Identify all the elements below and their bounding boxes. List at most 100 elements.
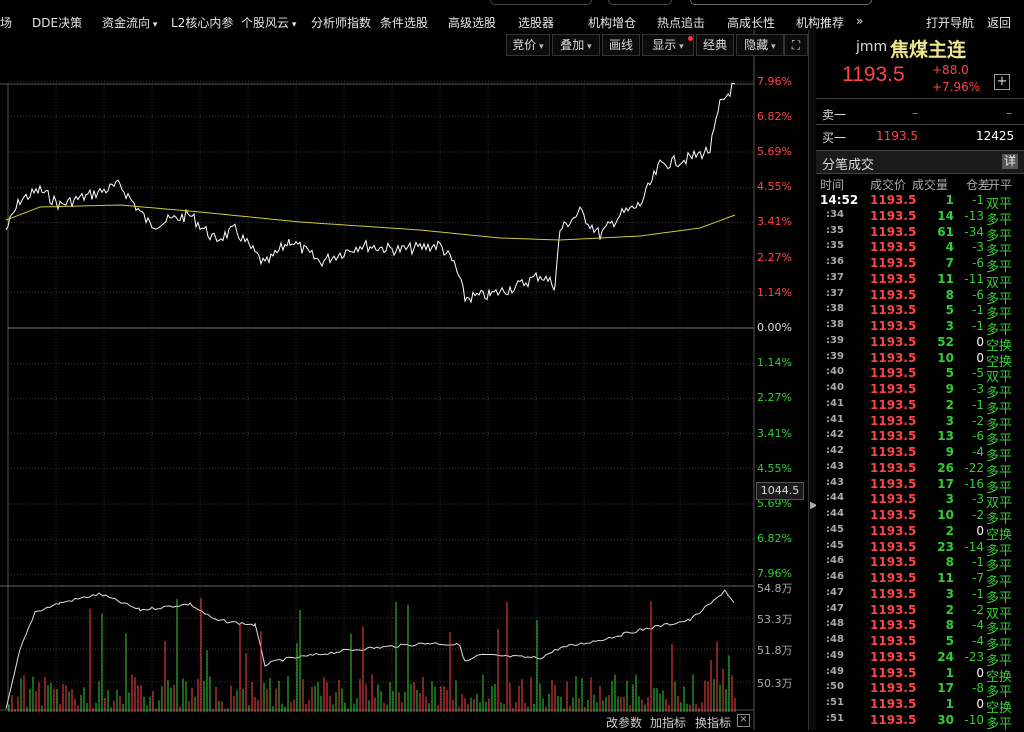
toolbar-3[interactable]: 显示: [642, 34, 694, 56]
tick-time: :47: [826, 602, 844, 614]
tick-oi-change: -10: [964, 712, 984, 727]
toolbar-2[interactable]: 画线: [602, 34, 640, 56]
average-price-line: [5, 204, 736, 241]
tick-row: :39 1193.5 52 0 空换: [816, 335, 1024, 354]
tick-volume: 7: [945, 256, 954, 270]
tick-oi-change: -13: [964, 208, 984, 223]
tick-row: :47 1193.5 2 -2 双平: [816, 602, 1024, 622]
nav-item-8[interactable]: 选股器: [518, 16, 555, 30]
tick-volume: 24: [937, 649, 954, 664]
back-button[interactable]: 返回: [987, 16, 1012, 30]
y-label-down-5: 6.82%: [757, 532, 792, 546]
tick-row: :45 1193.5 2 0 空换: [816, 524, 1024, 543]
tick-type: 多平: [986, 716, 1013, 732]
tick-time: :34: [826, 208, 844, 220]
nav-item-12[interactable]: 机构推荐: [796, 16, 845, 30]
expand-icon[interactable]: ⛶: [784, 34, 808, 56]
tick-oi-change: -1: [972, 319, 984, 333]
tick-oi-change: -6: [972, 287, 984, 302]
nav-item-11[interactable]: 高成长性: [727, 16, 776, 30]
tick-volume: 10: [937, 350, 954, 365]
tick-time: :42: [826, 429, 844, 441]
nav-item-9[interactable]: 机构增仓: [588, 16, 637, 30]
tick-volume: 3: [945, 413, 954, 428]
nav-item-3[interactable]: L2核心内参: [171, 16, 234, 30]
tick-row: :51 1193.5 1 0 空换: [816, 697, 1024, 716]
nav-item-1[interactable]: DDE决策: [32, 16, 83, 30]
nav-item-4[interactable]: 个股风云: [241, 14, 296, 31]
intraday-chart[interactable]: [0, 30, 808, 730]
tick-price: 1193.5: [870, 460, 917, 475]
tick-volume: 61: [937, 224, 954, 239]
tick-volume: 23: [937, 539, 954, 554]
y-label-down-6: 7.96%: [757, 567, 792, 581]
toolbar-5[interactable]: 隐藏: [736, 34, 784, 56]
tick-price: 1193.5: [870, 571, 917, 585]
y-label-up-6: 1.14%: [757, 285, 792, 299]
plus-icon[interactable]: +: [994, 74, 1010, 90]
price-line: [5, 82, 736, 304]
tick-oi-change: -22: [964, 460, 984, 475]
sell1-volume: –: [1006, 106, 1012, 120]
tick-volume: 14: [937, 208, 954, 223]
tick-time: :46: [826, 571, 844, 582]
volume-label-0: 54.8万: [757, 582, 793, 595]
indicator-btn-2[interactable]: 换指标: [695, 716, 732, 730]
input-tab[interactable]: [690, 0, 872, 5]
nav-item-5[interactable]: 分析师指数: [311, 16, 372, 30]
tick-time: :40: [826, 366, 844, 378]
tick-time: :41: [826, 413, 844, 425]
detail-button[interactable]: 详: [1002, 154, 1018, 169]
y-label-down-2: 3.41%: [757, 426, 792, 440]
tick-row: :40 1193.5 5 -5 双平: [816, 366, 1024, 385]
nav-item-2[interactable]: 资金流向: [102, 14, 157, 31]
nav-item-10[interactable]: 热点追击: [657, 16, 706, 30]
tick-type: 多平: [986, 260, 1013, 275]
tick-price: 1193.5: [870, 697, 917, 711]
indicator-btn-1[interactable]: 加指标: [650, 716, 687, 730]
y-label-down-1: 2.27%: [757, 391, 792, 405]
nav-item-13[interactable]: »: [856, 14, 864, 28]
tick-row: :41 1193.5 2 -1 多平: [816, 398, 1024, 417]
indicator-btn-0[interactable]: 改参数: [606, 716, 643, 730]
tick-oi-change: -2: [972, 602, 984, 617]
tick-price: 1193.5: [870, 271, 917, 286]
tick-volume: 1: [945, 665, 954, 680]
toolbar-0[interactable]: 竞价: [506, 34, 550, 56]
tick-oi-change: -1: [972, 586, 984, 601]
open-nav-button[interactable]: 打开导航: [926, 16, 975, 30]
tick-oi-change: -6: [972, 256, 984, 270]
nav-item-6[interactable]: 条件选股: [380, 16, 429, 30]
price-change: +88.0: [932, 63, 969, 77]
tick-row: :42 1193.5 13 -6 多平: [816, 429, 1024, 448]
tick-type: 空换: [986, 669, 1013, 685]
tick-type: 空换: [986, 338, 1013, 354]
tick-row: :38 1193.5 3 -1 多平: [816, 319, 1024, 338]
y-label-up-4: 3.41%: [757, 215, 792, 229]
collapse-arrow-icon[interactable]: ▶: [810, 500, 818, 511]
tick-price: 1193.5: [870, 618, 917, 633]
tick-type: 多平: [986, 323, 1013, 338]
tick-volume: 4: [945, 240, 954, 255]
tick-price: 1193.5: [870, 555, 917, 570]
y-label-zero: 0.00%: [757, 321, 792, 334]
nav-item-7[interactable]: 高级选股: [448, 16, 497, 30]
chart-area: [0, 30, 808, 730]
tick-oi-change: -3: [972, 382, 984, 396]
tick-price: 1193.5: [870, 256, 917, 270]
tick-time: :43: [826, 476, 844, 488]
volume-label-2: 51.8万: [757, 644, 793, 657]
search-box-tab[interactable]: [490, 0, 592, 5]
tick-time: :43: [826, 460, 844, 472]
close-icon[interactable]: ✕: [737, 714, 750, 727]
tab-handle[interactable]: [608, 0, 672, 5]
volume-label-3: 50.3万: [757, 677, 793, 690]
nav-item-0[interactable]: 场: [0, 16, 13, 30]
tick-volume: 9: [945, 382, 954, 396]
quote-panel: jmm 焦煤主连 1193.5 +88.0 +7.96% + 卖一 – – 买一…: [816, 30, 1024, 732]
tick-time: :37: [826, 287, 844, 299]
tick-oi-change: -1: [972, 193, 984, 207]
toolbar-1[interactable]: 叠加: [552, 34, 600, 56]
toolbar-4[interactable]: 经典: [696, 34, 734, 56]
tick-header-2: 成交量: [912, 178, 949, 192]
